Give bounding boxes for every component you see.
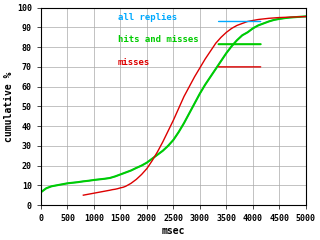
Text: all replies: all replies xyxy=(118,13,177,22)
Text: misses: misses xyxy=(118,58,150,67)
Text: hits and misses: hits and misses xyxy=(118,35,198,44)
X-axis label: msec: msec xyxy=(162,226,185,236)
Y-axis label: cumulative %: cumulative % xyxy=(4,71,14,142)
